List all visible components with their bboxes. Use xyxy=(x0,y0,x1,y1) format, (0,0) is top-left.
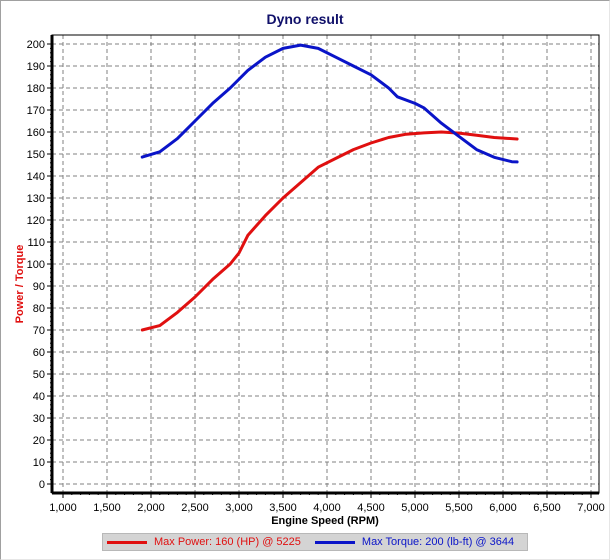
x-tick-label: 5,000 xyxy=(401,502,429,514)
torque-curve xyxy=(140,43,519,164)
x-tick-label: 1,500 xyxy=(93,502,121,514)
x-tick-label: 6,000 xyxy=(489,502,517,514)
x-tick-label: 1,000 xyxy=(49,502,77,514)
y-tick-label: 0 xyxy=(39,479,45,491)
legend-item-torque: Max Torque: 200 (lb-ft) @ 3644 xyxy=(314,536,515,548)
y-tick-label: 90 xyxy=(33,281,45,293)
tick-labels: 1,000 1,500 2,000 2,500 3,000 3,500 4,000 4,500… xyxy=(27,39,605,514)
y-tick-label: 100 xyxy=(27,259,45,271)
legend-torque-swatch xyxy=(314,540,355,544)
x-tick-label: 2,000 xyxy=(137,502,165,514)
y-tick-label: 40 xyxy=(33,391,45,403)
y-tick-label: 130 xyxy=(27,193,45,205)
x-tick-label: 3,000 xyxy=(225,502,253,514)
x-tick-label: 6,500 xyxy=(533,502,561,514)
y-tick-label: 10 xyxy=(33,457,45,469)
y-tick-label: 200 xyxy=(27,39,45,51)
x-tick-label: 2,500 xyxy=(181,502,209,514)
y-tick-label: 190 xyxy=(27,61,45,73)
x-axis-label: Engine Speed (RPM) xyxy=(271,515,379,527)
y-tick-label: 180 xyxy=(27,83,45,95)
x-tick-label: 5,500 xyxy=(445,502,473,514)
chart-title: Dyno result xyxy=(266,11,344,27)
y-tick-label: 120 xyxy=(27,215,45,227)
legend-item-power: Max Power: 160 (HP) @ 5225 xyxy=(107,536,301,548)
x-tick-label: 4,500 xyxy=(357,502,385,514)
y-tick-label: 20 xyxy=(33,435,45,447)
y-tick-label: 170 xyxy=(27,105,45,117)
y-tick-label: 70 xyxy=(33,325,45,337)
y-tick-label: 60 xyxy=(33,347,45,359)
y-tick-label: 110 xyxy=(27,237,45,249)
y-tick-label: 30 xyxy=(33,413,45,425)
data-lines xyxy=(140,43,519,332)
x-tick-label: 3,500 xyxy=(269,502,297,514)
x-tick-label: 4,000 xyxy=(313,502,341,514)
legend-torque-label: Max Torque: 200 (lb-ft) @ 3644 xyxy=(361,536,515,548)
legend-power-swatch xyxy=(107,540,147,544)
y-tick-label: 160 xyxy=(27,127,45,139)
legend: Max Power: 160 (HP) @ 5225 Max Torque: 2… xyxy=(102,533,528,551)
axes xyxy=(47,34,600,498)
y-tick-label: 80 xyxy=(33,303,45,315)
power-curve xyxy=(140,130,519,332)
y-tick-label: 150 xyxy=(27,149,45,161)
legend-power-label: Max Power: 160 (HP) @ 5225 xyxy=(154,536,301,548)
y-tick-label: 140 xyxy=(27,171,45,183)
x-tick-label: 7,000 xyxy=(577,502,605,514)
grid-lines xyxy=(52,35,599,493)
y-tick-label: 50 xyxy=(33,369,45,381)
